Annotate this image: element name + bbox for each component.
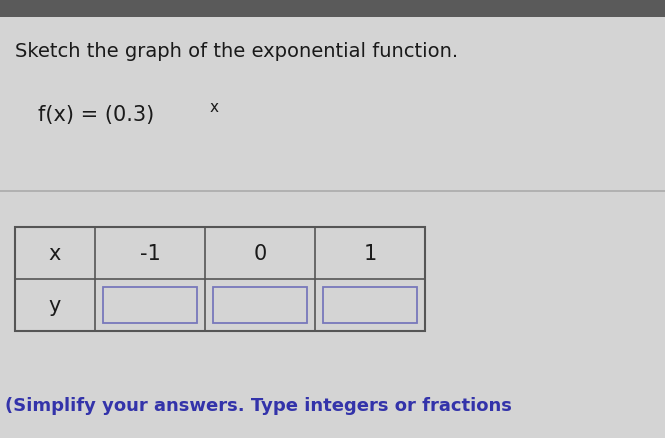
Text: 0: 0 <box>253 244 267 263</box>
Bar <box>103 287 197 323</box>
Bar <box>15 227 425 331</box>
Text: Sketch the graph of the exponential function.: Sketch the graph of the exponential func… <box>15 42 458 61</box>
Text: -1: -1 <box>140 244 160 263</box>
Bar <box>323 287 417 323</box>
Text: f(x) = (0.3): f(x) = (0.3) <box>38 105 154 125</box>
Bar <box>213 287 307 323</box>
Text: y: y <box>49 295 61 315</box>
Bar <box>0 0 665 18</box>
Text: 1: 1 <box>363 244 376 263</box>
Text: (Simplify your answers. Type integers or fractions: (Simplify your answers. Type integers or… <box>5 396 512 414</box>
Text: x: x <box>49 244 61 263</box>
Text: x: x <box>210 100 219 115</box>
